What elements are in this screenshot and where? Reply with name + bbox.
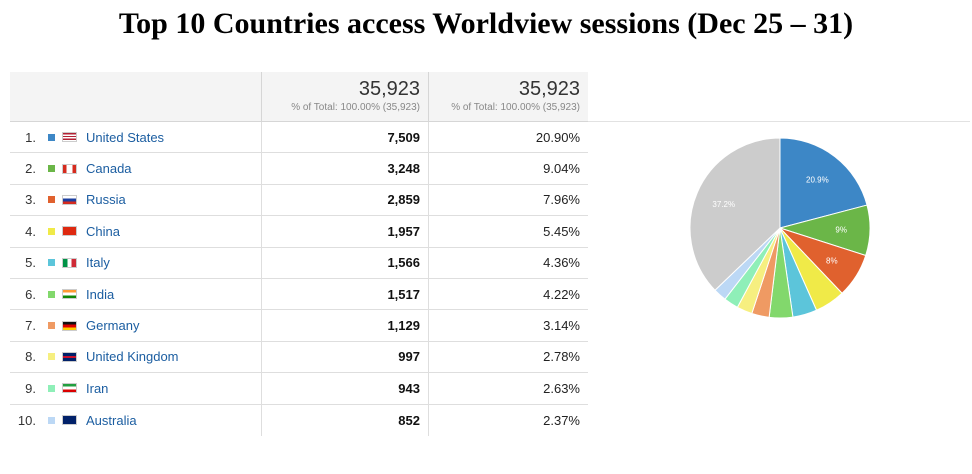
canada-flag-icon bbox=[62, 163, 77, 174]
country-link[interactable]: Iran bbox=[86, 380, 109, 396]
percent-value: 5.45% bbox=[428, 216, 588, 247]
australia-flag-icon bbox=[62, 415, 77, 426]
country-link[interactable]: Italy bbox=[86, 255, 110, 271]
series-color-swatch bbox=[48, 353, 55, 361]
sessions-value: 1,517 bbox=[261, 278, 428, 310]
table-row: 8. United Kingdom 997 2.78% bbox=[10, 341, 588, 374]
series-color-swatch bbox=[48, 416, 55, 424]
percent-value: 7.96% bbox=[428, 184, 588, 216]
india-flag-icon bbox=[62, 289, 77, 300]
sessions-value: 2,859 bbox=[261, 184, 428, 216]
series-color-swatch bbox=[48, 133, 55, 141]
percent-value: 3.14% bbox=[428, 310, 588, 341]
rank-number: 6. bbox=[25, 286, 36, 302]
pie-slice-label: 37.2% bbox=[712, 200, 735, 209]
table-row: 9. Iran 943 2.63% bbox=[10, 373, 588, 405]
series-color-swatch bbox=[48, 227, 55, 235]
series-color-swatch bbox=[48, 259, 55, 267]
percent-value: 4.22% bbox=[428, 278, 588, 310]
country-cell: 5. Italy bbox=[10, 248, 261, 278]
series-color-swatch bbox=[48, 196, 55, 204]
pie-slice-label: 20.9% bbox=[806, 176, 829, 185]
country-link[interactable]: Australia bbox=[86, 412, 137, 428]
sessions-value: 1,129 bbox=[261, 310, 428, 341]
country-cell: 6. India bbox=[10, 279, 261, 309]
us-flag-icon bbox=[62, 132, 77, 143]
rank-number: 8. bbox=[25, 349, 36, 365]
pie-slice-other[interactable] bbox=[689, 137, 781, 291]
country-cell: 1. United States bbox=[10, 122, 261, 152]
country-link[interactable]: Russia bbox=[86, 192, 126, 208]
chart-divider-line bbox=[588, 121, 970, 122]
sessions-value: 997 bbox=[261, 341, 428, 373]
rank-number: 3. bbox=[25, 192, 36, 208]
country-link[interactable]: United States bbox=[86, 129, 165, 145]
series-color-swatch bbox=[48, 322, 55, 330]
russia-flag-icon bbox=[62, 194, 77, 205]
percent-value: 2.63% bbox=[428, 373, 588, 404]
percent-total-subtitle: % of Total: 100.00% (35,923) bbox=[451, 102, 580, 113]
country-cell: 9. Iran bbox=[10, 373, 261, 403]
country-cell: 2. Canada bbox=[10, 153, 261, 183]
country-link[interactable]: Canada bbox=[86, 161, 132, 177]
rank-number: 9. bbox=[25, 380, 36, 396]
percent-value: 4.36% bbox=[428, 247, 588, 278]
sessions-value: 1,957 bbox=[261, 216, 428, 247]
series-color-swatch bbox=[48, 165, 55, 173]
page-title: Top 10 Countries access Worldview sessio… bbox=[118, 7, 854, 40]
pie-slice-label: 9% bbox=[835, 226, 847, 235]
country-cell: 8. United Kingdom bbox=[10, 342, 261, 372]
dimension-header-cell bbox=[10, 72, 261, 121]
table-row: 6. India 1,517 4.22% bbox=[10, 278, 588, 311]
percent-value: 2.37% bbox=[428, 404, 588, 436]
sessions-total: 35,923 bbox=[358, 78, 420, 100]
rank-number: 1. bbox=[25, 129, 36, 145]
country-cell: 3. Russia bbox=[10, 185, 261, 215]
sessions-header-cell[interactable]: 35,923 % of Total: 100.00% (35,923) bbox=[261, 72, 428, 121]
series-color-swatch bbox=[48, 384, 55, 392]
percent-value: 2.78% bbox=[428, 341, 588, 373]
rank-number: 10. bbox=[17, 412, 36, 428]
country-cell: 4. China bbox=[10, 216, 261, 246]
sessions-total-subtitle: % of Total: 100.00% (35,923) bbox=[291, 102, 420, 113]
pie-slice-united-states[interactable] bbox=[779, 137, 868, 229]
percent-value: 9.04% bbox=[428, 153, 588, 184]
rank-number: 5. bbox=[25, 255, 36, 271]
sessions-value: 3,248 bbox=[261, 153, 428, 184]
series-color-swatch bbox=[48, 290, 55, 298]
country-link[interactable]: United Kingdom bbox=[86, 349, 179, 365]
iran-flag-icon bbox=[62, 383, 77, 394]
table-row: 1. United States 7,509 20.90% bbox=[10, 122, 588, 154]
sessions-value: 1,566 bbox=[261, 247, 428, 278]
table-row: 5. Italy 1,566 4.36% bbox=[10, 247, 588, 279]
country-link[interactable]: Germany bbox=[86, 318, 140, 334]
report-table: 35,923 % of Total: 100.00% (35,923) 35,9… bbox=[10, 72, 588, 436]
country-cell: 10. Australia bbox=[10, 405, 261, 436]
rank-number: 7. bbox=[25, 318, 36, 334]
percent-header-cell[interactable]: 35,923 % of Total: 100.00% (35,923) bbox=[428, 72, 588, 121]
uk-flag-icon bbox=[62, 351, 77, 362]
sessions-value: 852 bbox=[261, 404, 428, 436]
table-header-row: 35,923 % of Total: 100.00% (35,923) 35,9… bbox=[10, 72, 588, 122]
rank-number: 2. bbox=[25, 161, 36, 177]
china-flag-icon bbox=[62, 226, 77, 237]
table-row: 10. Australia 852 2.37% bbox=[10, 404, 588, 436]
pie-slice-label: 8% bbox=[826, 257, 838, 266]
pie-chart: 20.9% 9% 8% 37.2% bbox=[689, 137, 871, 319]
sessions-value: 7,509 bbox=[261, 122, 428, 153]
table-row: 2. Canada 3,248 9.04% bbox=[10, 153, 588, 185]
percent-value: 20.90% bbox=[428, 122, 588, 153]
germany-flag-icon bbox=[62, 320, 77, 331]
italy-flag-icon bbox=[62, 257, 77, 268]
country-link[interactable]: China bbox=[86, 223, 120, 239]
sessions-value: 943 bbox=[261, 373, 428, 404]
country-cell: 7. Germany bbox=[10, 310, 261, 340]
table-row: 3. Russia 2,859 7.96% bbox=[10, 184, 588, 217]
country-link[interactable]: India bbox=[86, 286, 115, 302]
table-row: 4. China 1,957 5.45% bbox=[10, 216, 588, 248]
table-row: 7. Germany 1,129 3.14% bbox=[10, 310, 588, 342]
percent-total: 35,923 bbox=[518, 78, 580, 100]
rank-number: 4. bbox=[25, 223, 36, 239]
table-body: 1. United States 7,509 20.90% 2. Canada 3,248 9… bbox=[10, 122, 588, 436]
